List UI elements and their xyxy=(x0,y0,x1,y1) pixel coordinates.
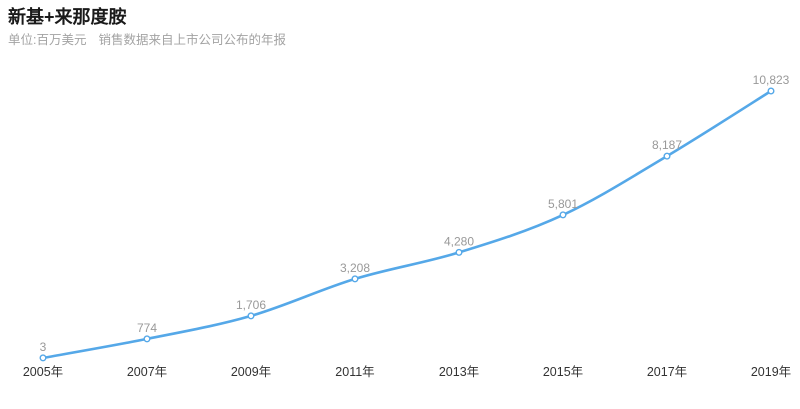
data-point-label: 5,801 xyxy=(548,197,578,211)
data-point-marker xyxy=(455,248,463,256)
x-axis-tick-label: 2009年 xyxy=(231,365,271,379)
data-point-marker xyxy=(663,152,671,160)
x-axis-tick-label: 2013年 xyxy=(439,365,479,379)
x-axis-tick-label: 2005年 xyxy=(23,365,63,379)
source-label: 销售数据来自上市公司公布的年报 xyxy=(98,33,286,47)
data-point-marker xyxy=(143,335,151,343)
x-axis-tick-label: 2007年 xyxy=(127,365,167,379)
data-point-label: 8,187 xyxy=(652,138,682,152)
x-axis-tick-label: 2017年 xyxy=(647,365,687,379)
x-axis-tick-label: 2019年 xyxy=(751,365,791,379)
data-point-label: 774 xyxy=(137,321,157,335)
data-point-label: 4,280 xyxy=(444,234,474,248)
data-point-marker xyxy=(247,312,255,320)
data-point-marker xyxy=(767,87,775,95)
series-line xyxy=(41,89,773,360)
data-point-label: 1,706 xyxy=(236,298,266,312)
data-point-label: 3 xyxy=(40,340,47,354)
data-point-marker xyxy=(559,211,567,219)
data-point-marker xyxy=(39,354,47,362)
x-axis-tick-label: 2015年 xyxy=(543,365,583,379)
data-point-label: 10,823 xyxy=(753,73,790,87)
x-axis-tick-label: 2011年 xyxy=(335,365,374,379)
unit-label: 单位:百万美元 xyxy=(8,33,87,47)
data-point-label: 3,208 xyxy=(340,261,370,275)
chart-title: 新基+来那度胺 xyxy=(8,7,127,27)
chart-subtitle: 单位:百万美元 销售数据来自上市公司公布的年报 xyxy=(8,33,286,48)
data-point-marker xyxy=(351,275,359,283)
